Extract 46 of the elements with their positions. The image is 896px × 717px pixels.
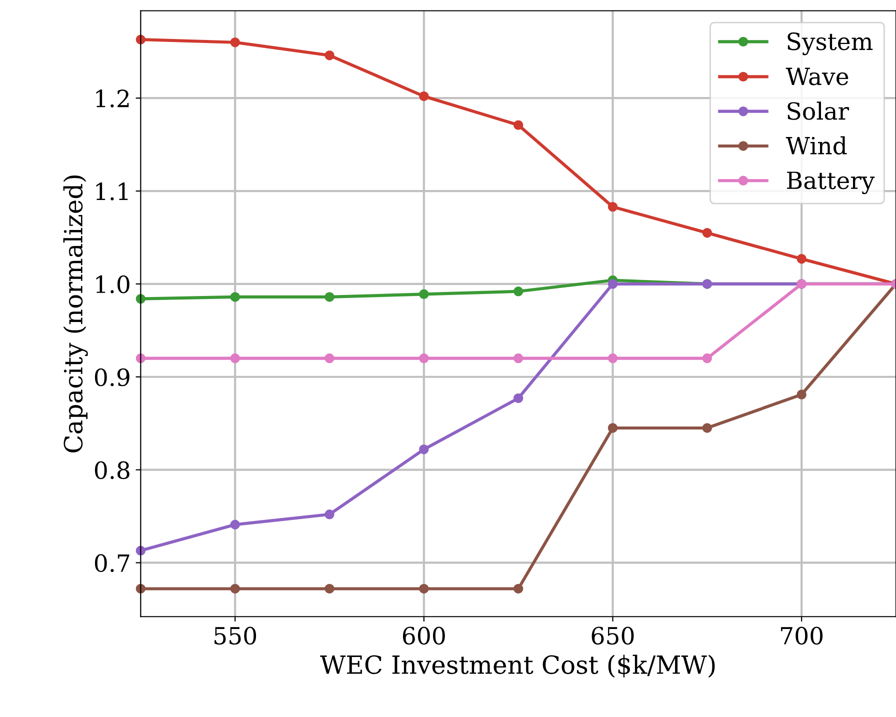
- legend-label: Battery: [787, 172, 875, 194]
- y-tick-label: 1.2: [96, 90, 129, 108]
- point: [419, 444, 429, 454]
- y-tick-label: 1.1: [96, 182, 128, 200]
- point: [513, 584, 524, 594]
- y-tick-label: 0.7: [94, 554, 130, 572]
- point: [230, 584, 240, 594]
- x-tick-label: 650: [592, 626, 634, 645]
- point: [796, 254, 806, 264]
- point: [419, 289, 429, 300]
- legend-label: Wind: [786, 136, 847, 155]
- point: [230, 520, 240, 530]
- point: [419, 584, 429, 594]
- point: [796, 390, 806, 400]
- legend-label: Solar: [788, 102, 850, 120]
- point: [702, 228, 712, 238]
- point: [608, 279, 618, 289]
- y-axis-title: Capacity (normalized): [63, 176, 88, 452]
- point: [230, 37, 240, 48]
- y-tick-label: 0.8: [94, 461, 130, 480]
- point: [324, 50, 334, 60]
- x-tick-label: 550: [214, 626, 256, 645]
- point: [324, 584, 334, 594]
- x-tick-label: 700: [781, 626, 823, 645]
- point: [419, 353, 429, 364]
- point: [324, 353, 334, 364]
- point: [513, 393, 524, 404]
- y-tick-label: 1.0: [96, 275, 130, 294]
- point: [513, 353, 524, 364]
- legend-label: Wave: [786, 68, 848, 86]
- point: [702, 353, 712, 364]
- point: [702, 423, 712, 433]
- point: [608, 423, 618, 433]
- point: [513, 286, 524, 296]
- x-axis-title: WEC Investment Cost ($k/MW): [320, 654, 715, 678]
- point: [324, 510, 334, 520]
- legend-label: System: [788, 32, 873, 56]
- point: [419, 91, 429, 102]
- point: [608, 202, 618, 212]
- point: [230, 353, 240, 364]
- point: [230, 292, 240, 302]
- point: [608, 353, 618, 364]
- point: [324, 292, 334, 302]
- x-tick-label: 600: [402, 626, 445, 645]
- point: [513, 120, 524, 130]
- y-tick-label: 0.9: [94, 368, 130, 386]
